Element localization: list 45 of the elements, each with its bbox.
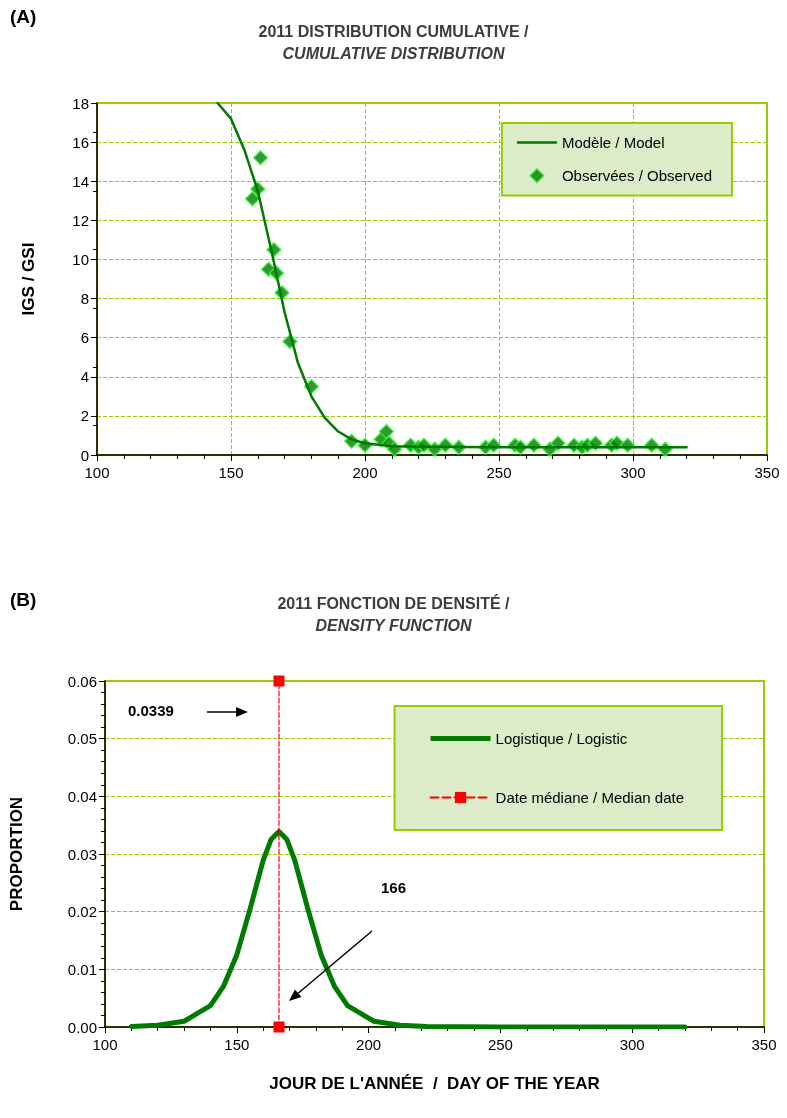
legend-label: Observées / Observed [561,167,713,185]
chart-title: 2011 DISTRIBUTION CUMULATIVE / CUMULATIVE DISTRIBUTION [258,22,530,62]
y-tick-label: 0.01 [67,960,97,978]
x-tick-label: 350 [751,1036,777,1053]
y-tick-label: 6 [80,329,89,347]
x-axis-title: JOUR DE L'ANNÉE / DAY OF THE YEAR [269,1074,600,1093]
y-tick-label: 0.02 [67,903,97,921]
y-axis-title: IGS / GSI [19,242,38,316]
annotation: 0.0339 [128,702,174,719]
x-tick-label: 250 [486,464,512,481]
y-tick-label: 0.00 [67,1018,97,1036]
y-tick-label: 2 [80,407,89,425]
y-tick-label: 0 [80,446,89,464]
point [378,423,395,440]
chart-title: 2011 FONCTION DE DENSITÉ / DENSITY FUNCTION [277,593,511,634]
y-tick-label: 18 [72,94,89,112]
legend-label: Modèle / Model [561,134,665,151]
x-tick-label: 300 [620,464,646,481]
y-tick-label: 10 [72,250,89,268]
y-tick-label: 16 [72,133,89,151]
y-axis-title: PROPORTION [7,796,26,912]
y-tick-label: 14 [72,172,89,190]
y-tick-label: 0.05 [67,730,97,748]
x-tick-label: 200 [352,464,378,481]
point [244,191,261,207]
point [252,150,269,166]
y-tick-label: 0.04 [67,787,97,805]
y-tick-label: 0.03 [67,845,97,863]
x-tick-label: 100 [84,464,110,481]
y-tick-label: 4 [80,368,89,386]
annotation: 166 [381,879,407,896]
x-tick-label: 250 [487,1036,513,1053]
x-tick-label: 200 [356,1036,382,1053]
x-tick-label: 350 [754,464,780,481]
y-tick-label: 12 [72,211,89,229]
x-tick-label: 150 [224,1036,250,1053]
legend-label: Date médiane / Median date [495,789,684,806]
x-tick-label: 300 [619,1036,645,1053]
text: (A) [10,6,37,28]
y-tick-label: 8 [80,290,89,308]
x-tick-label: 100 [92,1036,118,1053]
y-tick-label: 0.06 [67,672,97,690]
legend-label: Logistique / Logistic [495,730,628,747]
text: (B) [10,589,37,611]
x-tick-label: 150 [218,464,244,481]
